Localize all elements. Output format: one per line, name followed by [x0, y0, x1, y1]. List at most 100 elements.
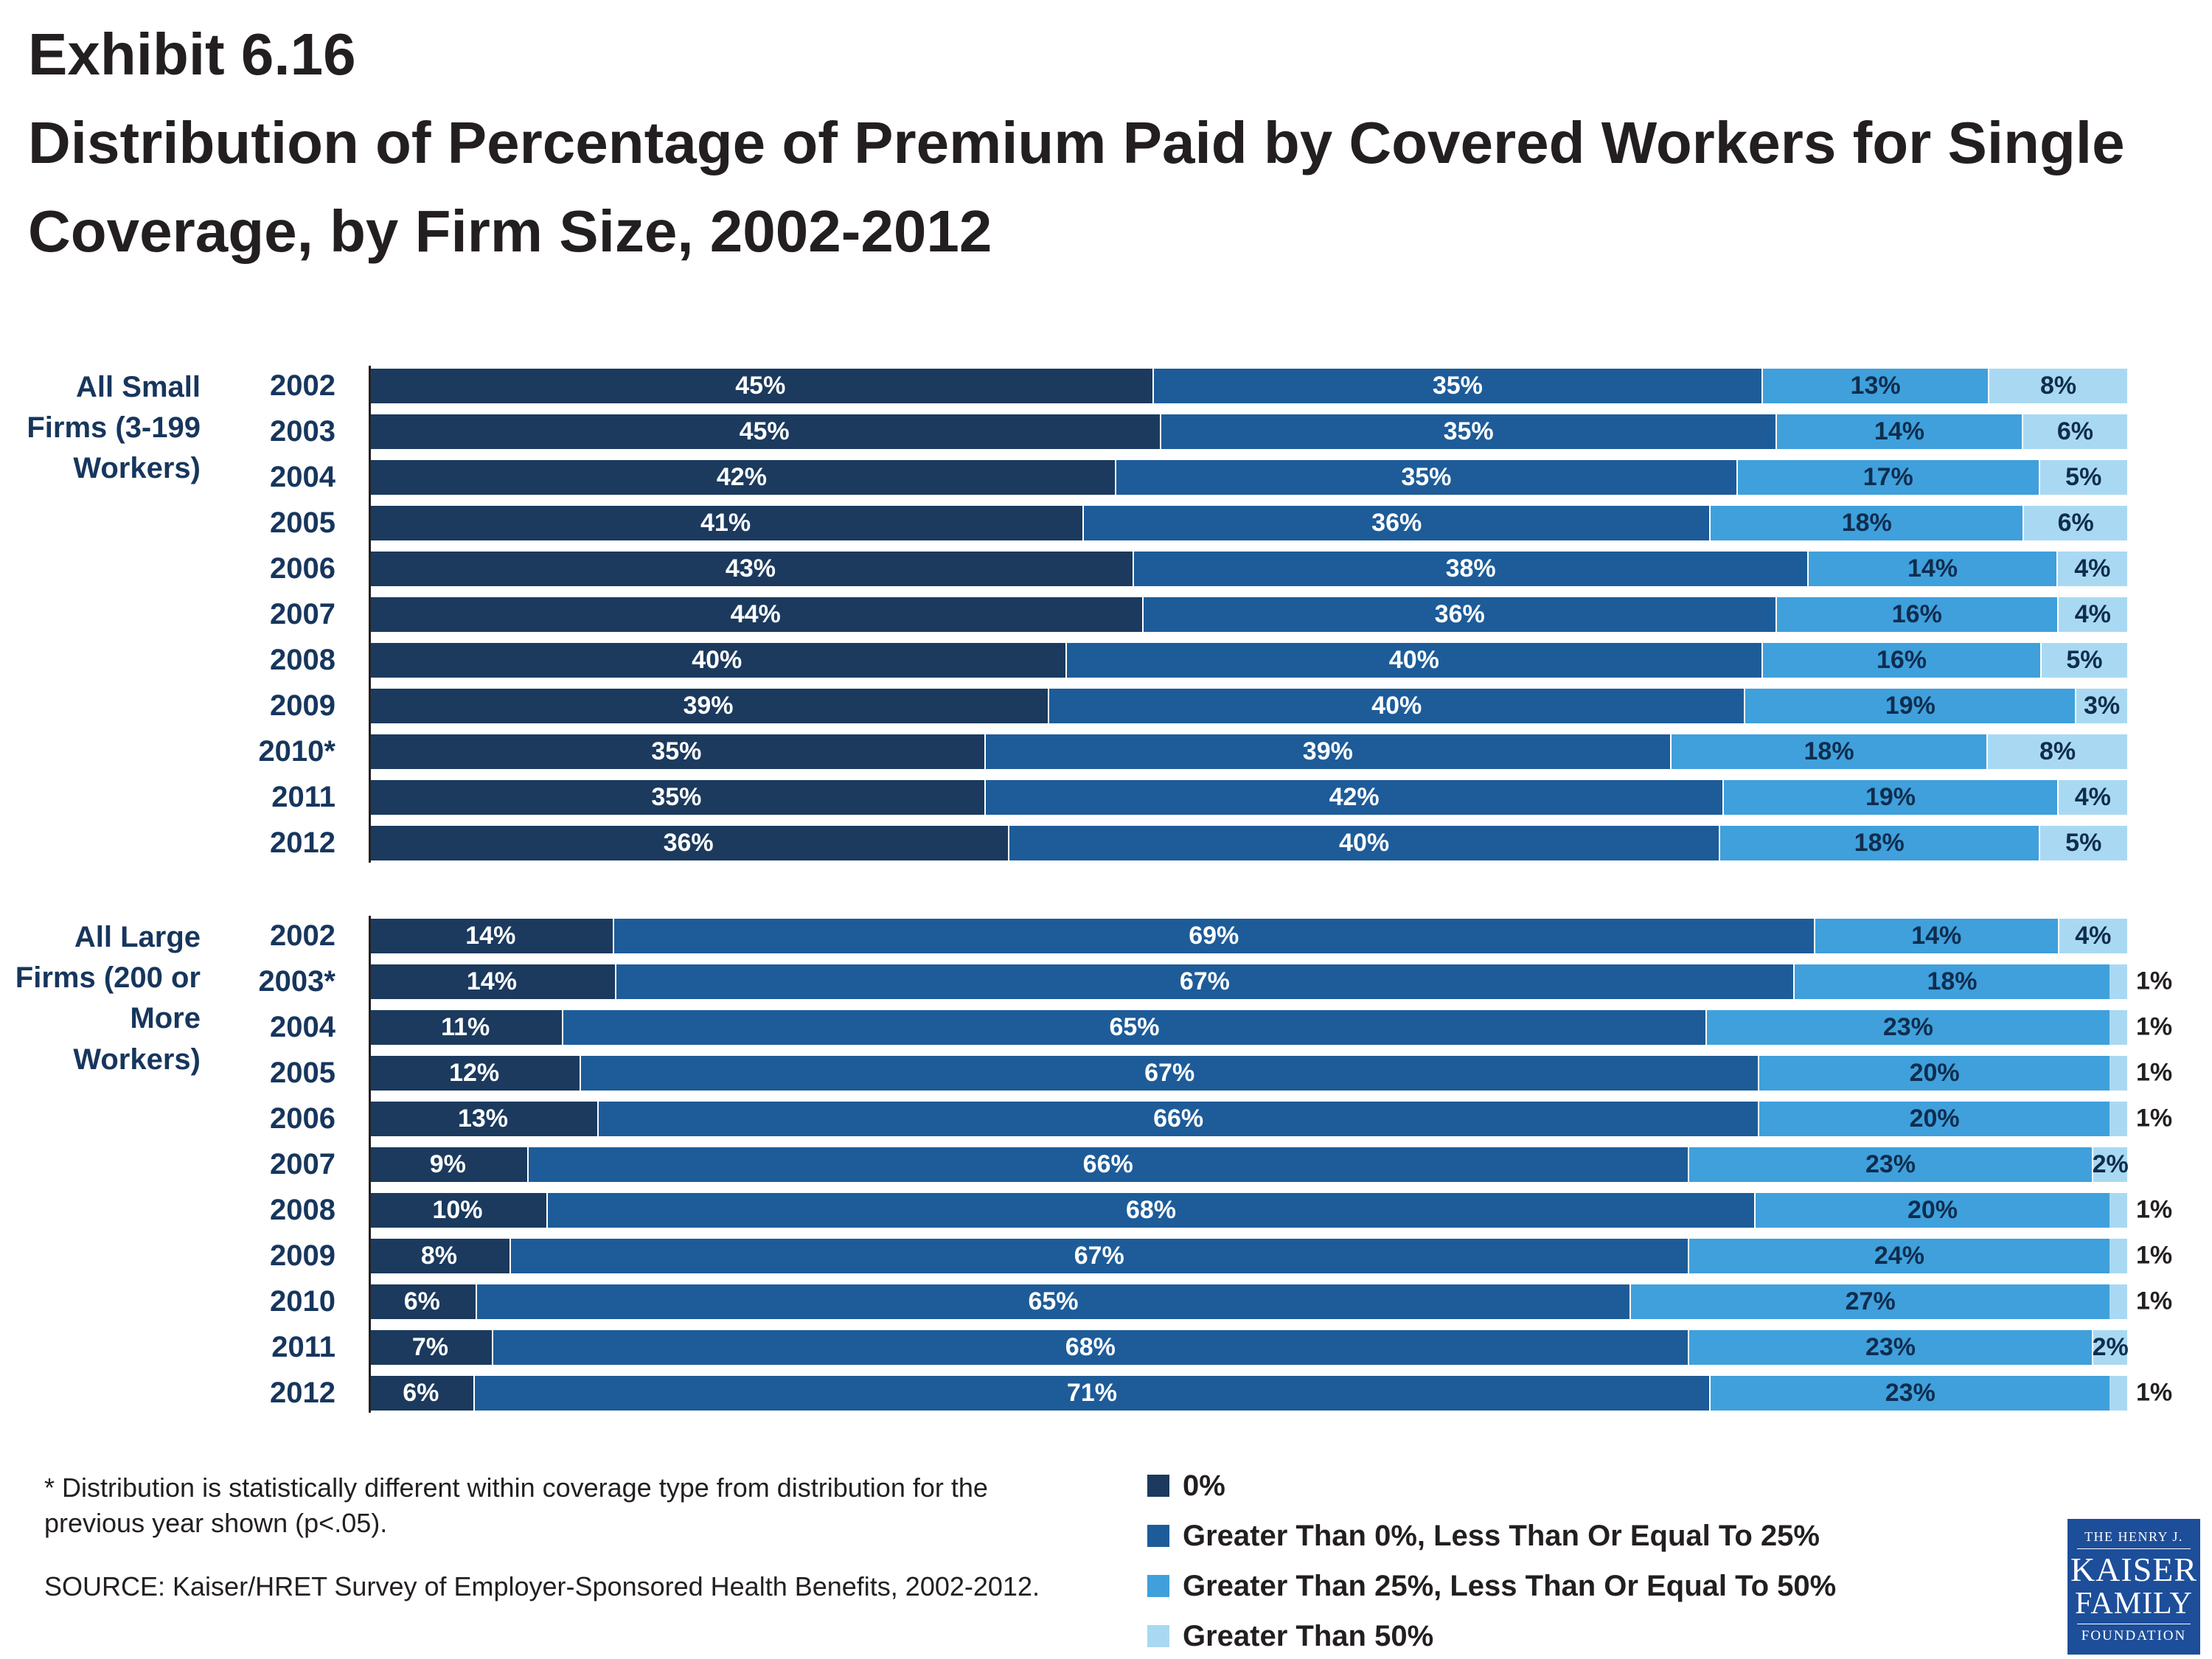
legend-label: Greater Than 50% — [1183, 1619, 1434, 1652]
stacked-bar: 45% 35% 13% 8% — [369, 368, 2127, 403]
year-label: 2005 — [270, 1056, 335, 1089]
bar-segment: 35% — [1160, 414, 1775, 449]
bar-segment: 16% — [1761, 642, 2040, 678]
bar-row: 2003 45% 35% 14% 6% — [270, 408, 2127, 454]
bar-row: 2011 7% 68% 23% 2% — [271, 1324, 2129, 1370]
segment-value-label: 6% — [403, 1379, 439, 1407]
bar-segment: 7% — [369, 1329, 492, 1365]
segment-value-label: 3% — [2083, 692, 2121, 720]
segment-value-label: 5% — [2065, 463, 2102, 491]
stacked-bar: 11% 65% 23% 1% — [369, 1009, 2172, 1045]
year-label: 2009 — [270, 1239, 335, 1272]
year-label: 2011 — [271, 780, 335, 813]
bar-segment: 2% — [2092, 1147, 2129, 1182]
stacked-bar: 40% 40% 16% 5% — [369, 642, 2127, 678]
legend: 0% Greater Than 0%, Less Than Or Equal T… — [1147, 1469, 1836, 1659]
bar-segment: 20% — [1758, 1055, 2110, 1091]
segment-value-label: 4% — [2074, 554, 2111, 582]
bar-segment: 38% — [1132, 551, 1808, 586]
stacked-bar: 43% 38% 14% 4% — [369, 551, 2127, 586]
stacked-bar: 35% 39% 18% 8% — [369, 734, 2127, 769]
bar-segment: 18% — [1709, 505, 2023, 540]
bar-segment: 9% — [369, 1147, 527, 1182]
bar-segment: 69% — [612, 918, 1814, 953]
segment-value-label: 16% — [1876, 646, 1927, 674]
bar-segment — [2110, 1375, 2127, 1411]
segment-value-label: 18% — [1804, 737, 1854, 765]
bar-segment: 68% — [491, 1329, 1688, 1365]
segment-value-label-outside: 1% — [2136, 1378, 2173, 1407]
bar-segment — [2110, 1101, 2127, 1136]
bar-segment: 23% — [1687, 1147, 2093, 1182]
legend-item: Greater Than 50% — [1147, 1619, 1836, 1653]
kff-logo-kaiser: KAISER — [2070, 1551, 2198, 1588]
bar-segment: 5% — [2038, 459, 2127, 495]
bar-segment: 42% — [984, 779, 1723, 815]
year-label: 2003 — [270, 414, 335, 448]
bar-row: 2012 36% 40% 18% 5% — [270, 820, 2127, 866]
year-label: 2004 — [270, 1010, 335, 1043]
bar-segment: 35% — [369, 779, 984, 815]
stacked-bar: 35% 42% 19% 4% — [369, 779, 2127, 815]
year-label: 2002 — [270, 919, 335, 952]
legend-label: Greater Than 25%, Less Than Or Equal To … — [1183, 1569, 1837, 1602]
segment-value-label-outside: 1% — [2136, 1241, 2173, 1270]
bar-segment: 4% — [2056, 551, 2127, 586]
segment-value-label: 23% — [1882, 1013, 1933, 1041]
bar-segment: 42% — [369, 459, 1115, 495]
segment-value-label: 4% — [2074, 783, 2111, 811]
stacked-bar: 7% 68% 23% 2% — [369, 1329, 2129, 1365]
bar-segment: 36% — [1082, 505, 1710, 540]
bar-segment: 23% — [1687, 1329, 2093, 1365]
segment-value-label: 67% — [1144, 1059, 1195, 1087]
segment-value-label: 13% — [457, 1105, 509, 1133]
kff-logo-line1: THE HENRY J. — [2076, 1529, 2191, 1549]
segment-value-label: 23% — [1865, 1150, 1916, 1178]
segment-value-label: 65% — [1028, 1287, 1079, 1315]
stacked-bar: 44% 36% 16% 4% — [369, 597, 2127, 632]
bar-segment: 44% — [369, 597, 1143, 632]
segment-value-label: 35% — [1443, 417, 1494, 445]
bar-segment: 36% — [369, 825, 1009, 860]
bar-row: 2012 6% 71% 23% 1% — [270, 1370, 2172, 1416]
bar-segment: 16% — [1775, 597, 2057, 632]
legend-item: Greater Than 25%, Less Than Or Equal To … — [1147, 1569, 1836, 1603]
bar-segment: 2% — [2092, 1329, 2129, 1365]
bar-row: 2006 43% 38% 14% 4% — [270, 546, 2127, 591]
year-label: 2007 — [270, 597, 335, 630]
bar-segment — [2110, 964, 2127, 999]
group-label: All Large Firms (200 or More Workers) — [15, 921, 201, 1076]
bar-segment: 67% — [580, 1055, 1759, 1091]
bar-row: 2007 44% 36% 16% 4% — [270, 591, 2127, 637]
bar-row: 2011 35% 42% 19% 4% — [271, 774, 2127, 820]
bar-row: 2005 41% 36% 18% 6% — [270, 500, 2127, 546]
year-label: 2007 — [270, 1147, 335, 1180]
segment-value-label: 27% — [1845, 1287, 1896, 1315]
bar-group: All Small Firms (3-199 Workers) 2002 45% 35… — [0, 363, 2212, 866]
stacked-bar: 45% 35% 14% 6% — [369, 414, 2127, 449]
segment-value-label: 8% — [420, 1242, 457, 1270]
bar-segment: 6% — [369, 1284, 476, 1319]
segment-value-label-outside: 1% — [2136, 1104, 2173, 1133]
bar-row: 2009 8% 67% 24% 1% — [270, 1233, 2172, 1279]
segment-value-label: 23% — [1865, 1333, 1916, 1361]
bar-segment: 6% — [2023, 505, 2127, 540]
stacked-bar: 8% 67% 24% 1% — [369, 1238, 2172, 1273]
segment-value-label: 71% — [1066, 1379, 1117, 1407]
segment-value-label: 68% — [1065, 1333, 1116, 1361]
bar-segment: 66% — [526, 1147, 1688, 1182]
bar-segment: 5% — [2039, 642, 2127, 678]
stacked-bar: 14% 67% 18% 1% — [369, 964, 2172, 999]
year-label: 2002 — [270, 369, 335, 402]
bar-segment — [2110, 1238, 2127, 1273]
bar-segment: 14% — [369, 918, 613, 953]
segment-value-label: 14% — [1874, 417, 1924, 445]
kff-logo-family: FAMILY — [2075, 1586, 2193, 1621]
bar-row: 2008 10% 68% 20% 1% — [270, 1187, 2172, 1233]
bar-segment: 13% — [369, 1101, 598, 1136]
bar-segment: 8% — [1986, 734, 2127, 769]
exhibit-number: Exhibit 6.16 — [28, 21, 356, 87]
segment-value-label: 20% — [1907, 1196, 1958, 1224]
stacked-bar: 10% 68% 20% 1% — [369, 1192, 2172, 1228]
